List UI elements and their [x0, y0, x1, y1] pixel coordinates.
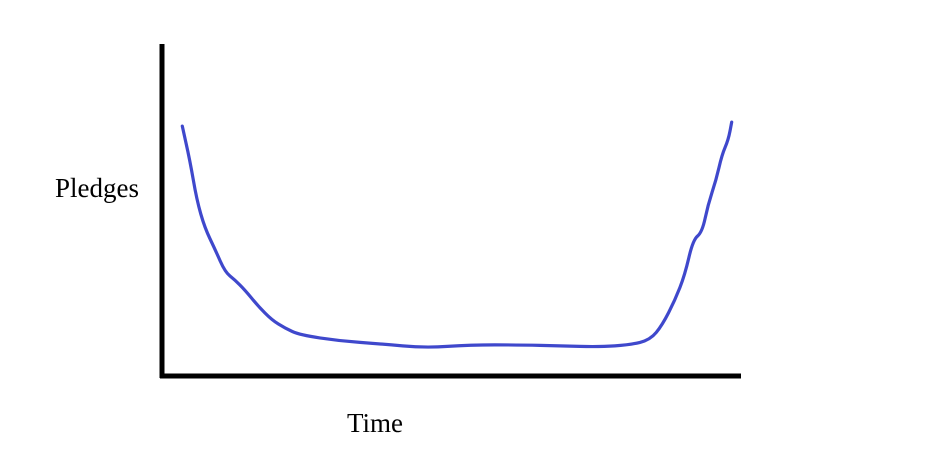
series-line — [180, 120, 734, 349]
y-axis-label: Pledges — [55, 173, 139, 203]
x-axis-label: Time — [347, 408, 404, 438]
